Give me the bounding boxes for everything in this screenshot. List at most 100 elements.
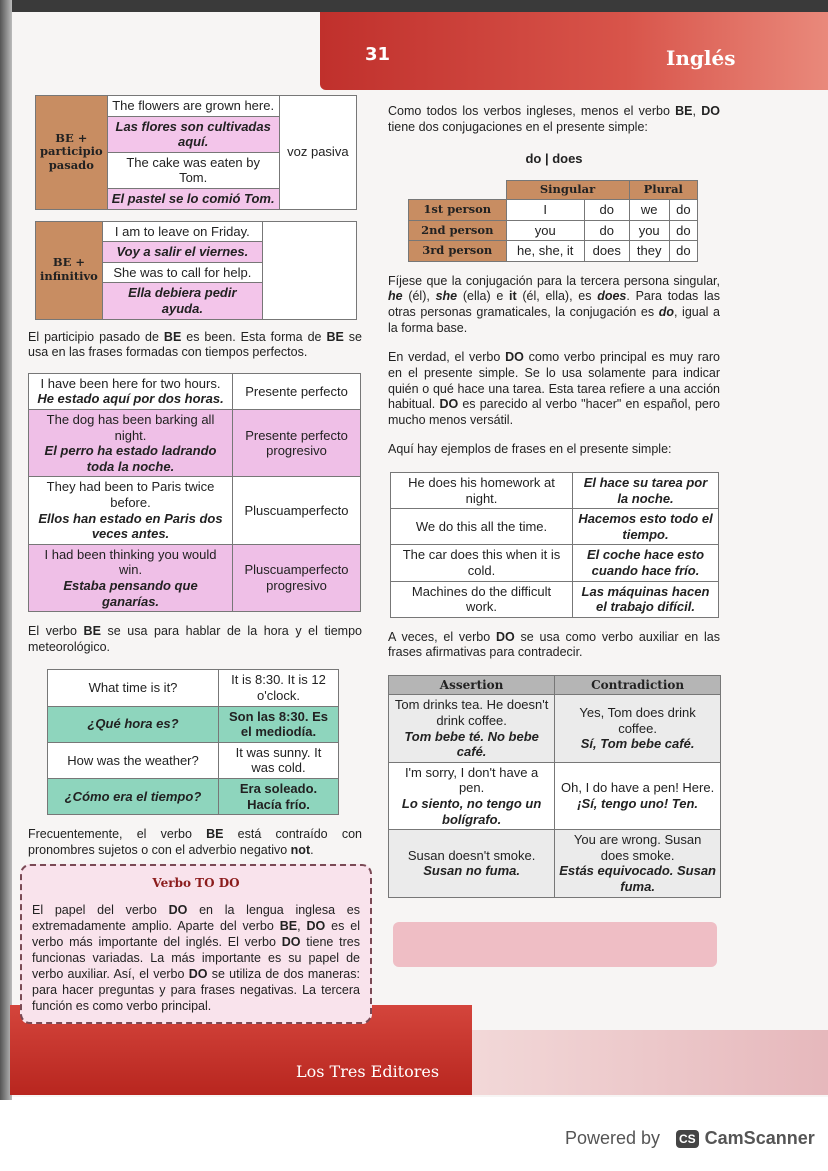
emphasis-text: BE (675, 104, 693, 118)
cell: The flowers are grown here. (106, 95, 280, 117)
header-contradiction: Contradiction (554, 675, 721, 696)
text-run: es el verbo más importante del inglés. E… (32, 919, 360, 950)
paragraph: El participio pasado de BE es been. Esta… (28, 330, 362, 361)
emphasis-text: BE (163, 329, 182, 344)
cell: you (505, 219, 585, 242)
text-run: tiene tres funcionas variadas. La más im… (32, 935, 361, 982)
emphasis-text: he (388, 289, 403, 304)
tense: Pluscuamperfecto (232, 476, 361, 545)
cell: he, she, it (505, 240, 585, 262)
paragraph: Aquí hay ejemplos de frases en el presen… (388, 442, 720, 458)
cell: Ella debiera pedir ayuda. (101, 282, 263, 320)
header-plural: Plural (628, 180, 699, 201)
english: I had been thinking you would win. (44, 546, 217, 578)
camscanner-watermark: CS CamScanner (676, 1128, 815, 1149)
assertion-table: Assertion Contradiction Tom drinks tea. H… (387, 675, 721, 898)
cell: I'm sorry, I don't have a pen. Lo siento,… (387, 761, 556, 831)
emphasis-text: DO (701, 104, 720, 118)
right-column: Como todos los verbos ingleses, menos el… (387, 104, 721, 967)
emphasis-text: DO (505, 350, 524, 365)
emphasis-text: it (509, 289, 517, 304)
page-number: 31 (365, 44, 391, 65)
left-column: BE + participio pasado The flowers are g… (20, 95, 372, 1025)
emphasis-text: do (658, 305, 674, 320)
person-label: 3rd person (408, 240, 507, 262)
tense: Presente perfecto (232, 372, 361, 410)
english: I'm sorry, I don't have a pen. (404, 764, 539, 796)
text-run: , (692, 104, 702, 118)
emphasis-text: DO (495, 629, 515, 644)
cell: Oh, I do have a pen! Here. ¡Sí, tengo uno… (554, 761, 721, 831)
english: Tom drinks tea. He doesn't drink coffee. (394, 697, 549, 729)
cell: do (668, 199, 699, 221)
spanish: Ellos han estado en Paris dos veces ante… (38, 510, 223, 542)
box-title: Verbo TO DO (152, 876, 240, 891)
tenses-table: I have been here for two hours. He estado… (28, 372, 361, 613)
cell: I had been thinking you would win. Estaba… (28, 543, 233, 613)
camscanner-logo-icon: CS (676, 1129, 699, 1148)
text-run: A veces, el verbo (388, 629, 496, 644)
cell: I (505, 199, 585, 221)
cell: we (628, 199, 670, 221)
english: Oh, I do have a pen! Here. (561, 780, 715, 796)
empty-cell (261, 220, 358, 320)
cell: We do this all the time. (390, 508, 573, 546)
text-run: El participio pasado de (28, 329, 164, 344)
cell: He does his homework at night. (390, 472, 573, 510)
cell: Machines do the difficult work. (390, 580, 573, 618)
paragraph: Frecuentemente, el verbo BE está contraí… (28, 827, 362, 858)
person-label: 1st person (408, 199, 507, 221)
powered-by-label: Powered by (565, 1128, 661, 1148)
tense: Presente perfecto progresivo (232, 408, 361, 478)
cell: do (583, 199, 630, 221)
cell: You are wrong. Susan does smoke. Estás eq… (554, 829, 721, 898)
cell: I have been here for two hours. He estado… (28, 372, 233, 410)
text-run: . Para todas las otras personas gramatic… (388, 289, 720, 320)
emphasis-text: not (290, 842, 311, 857)
text-run: Fíjese que la conjugación para la tercer… (388, 273, 720, 288)
paragraph: El verbo BE se usa para hablar de la hor… (28, 624, 362, 655)
decorative-bar (393, 921, 717, 967)
emphasis-text: does (597, 289, 627, 304)
cell: El hace su tarea por la noche. (572, 472, 719, 510)
cell: Hacemos esto todo el tiempo. (572, 508, 719, 546)
text-run: Frecuentemente, el verbo (28, 827, 207, 842)
english: Susan doesn't smoke. (407, 847, 536, 863)
note-cell: voz pasiva (278, 95, 358, 210)
spanish: He estado aquí por dos horas. (37, 391, 224, 407)
emphasis-text: DO (168, 903, 188, 918)
text-run: , (297, 919, 307, 934)
cell: The car does this when it is cold. (390, 544, 573, 582)
cell: Tom drinks tea. He doesn't drink coffee.… (387, 694, 556, 763)
emphasis-text: BE (83, 624, 101, 639)
text-run: (ella) e (457, 289, 510, 304)
spanish: Susan no fuma. (423, 863, 520, 879)
text-run: se usa como verbo auxiliar en las frases… (388, 629, 721, 660)
cell: do (668, 240, 699, 262)
cell: Las flores son cultivadas aquí. (106, 115, 280, 153)
emphasis-text: BE (206, 827, 224, 842)
emphasis-text: DO (188, 967, 208, 982)
cell: does (583, 240, 630, 262)
infinitive-table: BE + infinitivo I am to leave on Friday.… (35, 220, 358, 320)
passive-table: BE + participio pasado The flowers are g… (35, 95, 358, 210)
paragraph: En verdad, el verbo DO como verbo princi… (388, 350, 720, 428)
paragraph: Fíjese que la conjugación para la tercer… (388, 274, 720, 337)
emphasis-text: DO (306, 919, 326, 934)
text-run: es been. Esta forma de (181, 329, 327, 344)
cell: Voy a salir el viernes. (101, 241, 263, 263)
cell: Era soleado. Hacía frío. (218, 777, 339, 816)
header-band (320, 12, 828, 90)
page-title: Inglés (666, 46, 736, 70)
spanish: Sí, Tom bebe café. (580, 736, 695, 752)
english: They had been to Paris twice before. (46, 479, 215, 510)
cell: El coche hace esto cuando hace frío. (572, 544, 719, 582)
header-assertion: Assertion (387, 675, 556, 696)
text-run: (él, ella), es (516, 289, 598, 304)
spanish: Tom bebe té. No bebe café. (404, 728, 539, 760)
cell: What time is it? (47, 669, 219, 707)
tense: Pluscuamperfecto progresivo (232, 543, 361, 613)
text-run: . (310, 842, 314, 857)
cell: do (583, 219, 630, 242)
text-run: El verbo (28, 624, 84, 639)
